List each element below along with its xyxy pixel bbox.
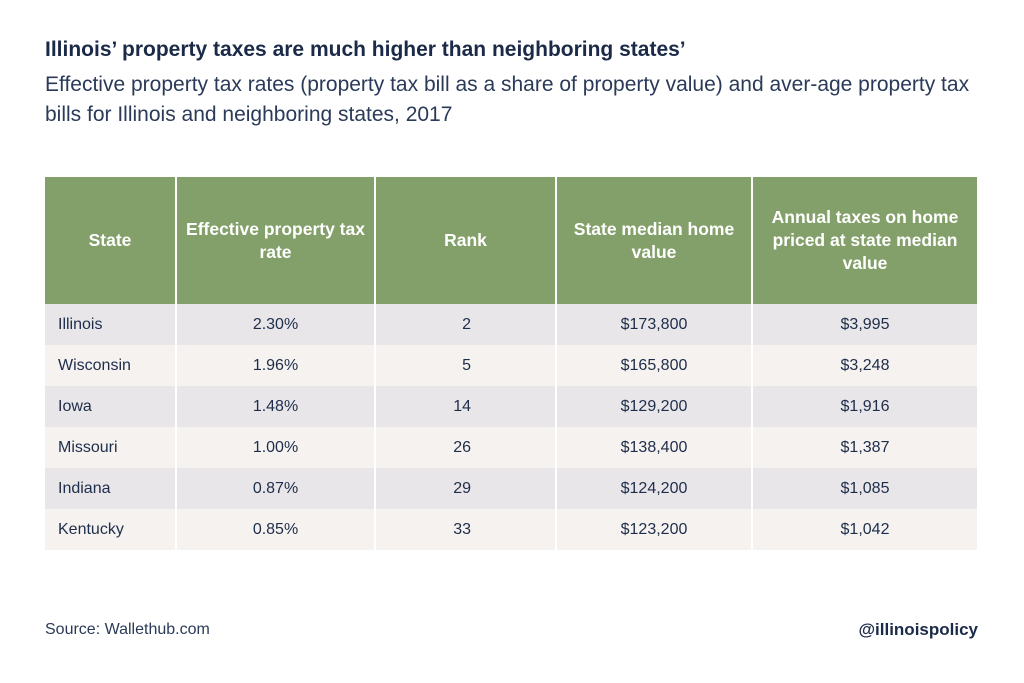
cell-rate: 2.30% (176, 304, 376, 345)
cell-state: Illinois (45, 304, 177, 345)
cell-median: $123,200 (556, 509, 753, 550)
cell-rank: 2 (375, 304, 557, 345)
title: Illinois’ property taxes are much higher… (45, 38, 686, 61)
cell-rate: 1.00% (176, 427, 376, 468)
table-row: Kentucky 0.85% 33 $123,200 $1,042 (45, 509, 977, 550)
table-row: Illinois 2.30% 2 $173,800 $3,995 (45, 304, 977, 345)
cell-state: Missouri (45, 427, 177, 468)
cell-rate: 1.96% (176, 345, 376, 386)
table-row: Missouri 1.00% 26 $138,400 $1,387 (45, 427, 977, 468)
header-row: State Effective property tax rate Rank S… (45, 177, 977, 304)
cell-median: $124,200 (556, 468, 753, 509)
table-row: Wisconsin 1.96% 5 $165,800 $3,248 (45, 345, 977, 386)
cell-taxes: $1,916 (752, 386, 977, 427)
cell-rate: 1.48% (176, 386, 376, 427)
cell-rank: 26 (375, 427, 557, 468)
cell-rank: 5 (375, 345, 557, 386)
cell-state: Iowa (45, 386, 177, 427)
cell-taxes: $1,042 (752, 509, 977, 550)
cell-state: Kentucky (45, 509, 177, 550)
header-annual-taxes: Annual taxes on home priced at state med… (752, 177, 977, 304)
cell-rank: 29 (375, 468, 557, 509)
social-handle: @illinoispolicy (858, 620, 978, 639)
cell-taxes: $1,085 (752, 468, 977, 509)
cell-median: $129,200 (556, 386, 753, 427)
cell-rate: 0.87% (176, 468, 376, 509)
table-row: Iowa 1.48% 14 $129,200 $1,916 (45, 386, 977, 427)
source-note: Source: Wallethub.com (45, 621, 210, 638)
cell-taxes: $3,995 (752, 304, 977, 345)
header-state: State (45, 177, 177, 304)
cell-taxes: $3,248 (752, 345, 977, 386)
cell-rate: 0.85% (176, 509, 376, 550)
cell-rank: 14 (375, 386, 557, 427)
cell-median: $165,800 (556, 345, 753, 386)
cell-median: $138,400 (556, 427, 753, 468)
cell-taxes: $1,387 (752, 427, 977, 468)
header-rate: Effective property tax rate (176, 177, 376, 304)
table-row: Indiana 0.87% 29 $124,200 $1,085 (45, 468, 977, 509)
header-rank: Rank (375, 177, 557, 304)
subtitle: Effective property tax rates (property t… (45, 73, 970, 126)
cell-rank: 33 (375, 509, 557, 550)
cell-state: Indiana (45, 468, 177, 509)
cell-median: $173,800 (556, 304, 753, 345)
cell-state: Wisconsin (45, 345, 177, 386)
data-table: State Effective property tax rate Rank S… (45, 177, 977, 550)
header-median-value: State median home value (556, 177, 753, 304)
